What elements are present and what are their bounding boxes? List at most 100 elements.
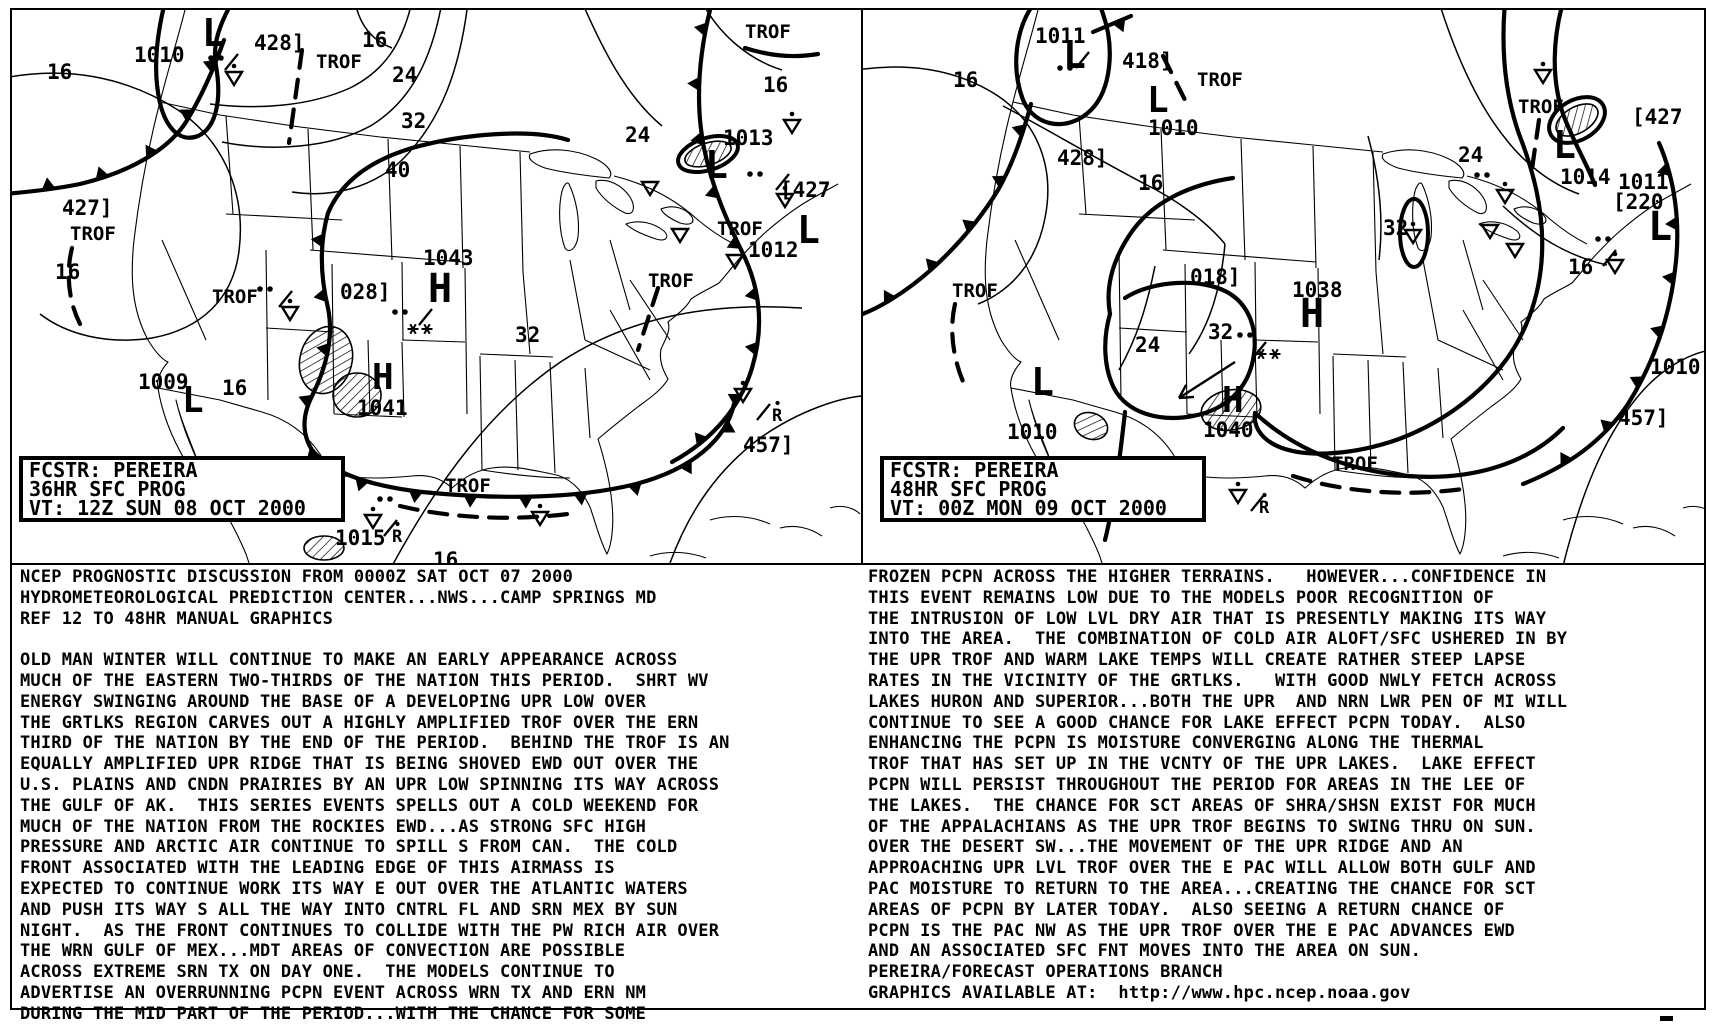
pressure-contour-label: 457] xyxy=(1618,406,1669,430)
cold-front-pip xyxy=(1560,452,1573,466)
discussion-line: RATES IN THE VICINITY OF THE GRTLKS. WIT… xyxy=(868,670,1557,691)
rain-dots-icon xyxy=(208,55,214,61)
rain-dots-icon xyxy=(377,496,383,502)
discussion-line: OVER THE DESERT SW...THE MOVEMENT OF THE… xyxy=(868,837,1463,858)
pressure-contour-label: 1041 xyxy=(357,396,408,420)
pressure-contour-label: 018] xyxy=(1190,265,1241,289)
prog-type-line: 48HR SFC PROG xyxy=(890,477,1047,501)
discussion-line: MUCH OF THE EASTERN TWO-THIRDS OF THE NA… xyxy=(20,670,709,691)
high-center-symbol: H xyxy=(1222,380,1244,421)
closed-isobar-ring xyxy=(1398,197,1430,269)
rain-dots-icon xyxy=(1595,236,1601,242)
contour-line xyxy=(669,395,863,563)
precip-hatch-area xyxy=(332,372,382,418)
pressure-contour-label: [220 xyxy=(1613,190,1664,214)
cold-front-pip xyxy=(991,175,1006,188)
freezing-rain-symbol: R xyxy=(772,406,783,426)
shower-triangle-icon xyxy=(669,227,691,245)
front-line xyxy=(742,45,821,59)
discussion-line: PRESSURE AND ARCTIC AIR CONTINUE TO SPIL… xyxy=(20,837,678,858)
cold-front-pip xyxy=(95,166,109,180)
pressure-contour-label: 24 xyxy=(625,123,650,147)
trof-axis-line xyxy=(286,47,305,146)
pressure-contour-label: 16 xyxy=(1568,255,1593,279)
cold-front-pip xyxy=(463,495,478,508)
slash-separator-icon xyxy=(756,403,771,421)
discussion-line: AREAS OF PCPN BY LATER TODAY. ALSO SEEIN… xyxy=(868,899,1505,920)
contour-lines xyxy=(10,8,863,563)
discussion-line: PCPN IS THE PAC NW AS THE UPR TROF OVER … xyxy=(868,920,1515,941)
discussion-line: NIGHT. AS THE FRONT CONTINUES TO COLLIDE… xyxy=(20,920,720,941)
pressure-contour-label: 1013 xyxy=(723,126,774,150)
discussion-line: INTO THE AREA. THE COMBINATION OF COLD A… xyxy=(868,629,1568,650)
slash-separator-icon xyxy=(1075,51,1090,69)
shower-triangle-icon xyxy=(1532,68,1554,86)
cold-front-pip xyxy=(693,22,708,37)
cold-front-pip xyxy=(744,287,758,301)
pressure-contour-label: 1040 xyxy=(1203,418,1254,442)
high-center-symbol: H xyxy=(428,266,452,312)
low-center-symbol: L xyxy=(1147,80,1169,121)
cold-front-pip xyxy=(883,289,897,304)
discussion-line: EQUALLY AMPLIFIED UPR RIDGE THAT IS BEIN… xyxy=(20,754,699,775)
shower-dot-icon xyxy=(740,380,746,386)
pressure-contour-label: 1010 xyxy=(1650,355,1701,379)
discussion-line: THIS EVENT REMAINS LOW DUE TO THE MODELS… xyxy=(868,587,1495,608)
cold-front-pip xyxy=(1662,271,1675,286)
scan-artifact-mark xyxy=(1660,1016,1673,1021)
cold-front-pip xyxy=(721,420,736,433)
contour-line xyxy=(1502,205,1608,266)
slash-separator-icon xyxy=(278,290,293,308)
pressure-contour-label: 16 xyxy=(362,28,387,52)
pressure-contour-label: 1043 xyxy=(423,246,474,270)
pressure-contour-label: 1009 xyxy=(138,370,189,394)
cold-front-pip xyxy=(627,482,642,496)
shower-dot-icon xyxy=(287,298,293,304)
contour-line xyxy=(1188,243,1226,355)
shower-triangle-icon xyxy=(774,192,796,210)
pressure-contour-label: 1014 xyxy=(1560,165,1611,189)
contour-line xyxy=(10,72,242,341)
pressure-contour-label: 427] xyxy=(62,196,113,220)
shower-dot-icon xyxy=(1502,181,1508,187)
trof-label: TROF xyxy=(648,270,694,292)
pressure-contour-label: 1015 xyxy=(335,526,386,550)
info-box-36hr: FCSTR: PEREIRA 36HR SFC PROG VT: 12Z SUN… xyxy=(19,456,345,522)
pressure-contour-label: 16 xyxy=(763,73,788,97)
rain-dots-icon xyxy=(757,171,763,177)
contour-line xyxy=(291,8,468,195)
shower-triangle-icon xyxy=(639,180,661,198)
trof-axis-line xyxy=(1290,473,1466,495)
high-center-symbol: H xyxy=(1300,291,1324,337)
rain-dots-icon xyxy=(1605,236,1611,242)
trof-label: TROF xyxy=(1332,453,1378,475)
cold-front-pip xyxy=(744,341,758,356)
pressure-contour-label: 1012 xyxy=(748,238,799,262)
pressure-contour-label: 428] xyxy=(254,31,305,55)
discussion-line: REF 12 TO 48HR MANUAL GRAPHICS xyxy=(20,608,334,629)
cold-front-pip xyxy=(962,219,977,233)
precip-hatch-area xyxy=(303,535,345,561)
trof-axis-line xyxy=(397,503,571,520)
weather-symbols: RR xyxy=(208,53,803,547)
rain-dots-icon xyxy=(392,309,398,315)
cold-front-pip xyxy=(1112,18,1126,33)
discussion-line xyxy=(20,629,730,650)
pressure-contour-label: 32 xyxy=(1208,320,1233,344)
snow-asterisk-icon xyxy=(1271,348,1279,360)
discussion-line: CONTINUE TO SEE A GOOD CHANCE FOR LAKE E… xyxy=(868,712,1526,733)
rain-dots-icon xyxy=(402,309,408,315)
trof-axis-line xyxy=(1528,117,1542,179)
pressure-contour-label: 40 xyxy=(385,158,410,182)
rain-dots-icon xyxy=(387,496,393,502)
rain-dots-icon xyxy=(1237,332,1243,338)
cold-front-pip xyxy=(145,144,158,159)
basemap-geography xyxy=(984,8,1706,563)
discussion-line: EXPECTED TO CONTINUE WORK ITS WAY E OUT … xyxy=(20,878,688,899)
pressure-contour-label: 1010 xyxy=(134,43,185,67)
map-text-divider xyxy=(10,563,1706,565)
front-line xyxy=(154,8,232,140)
trof-label: TROF xyxy=(717,218,763,240)
shower-dot-icon xyxy=(1612,251,1618,257)
